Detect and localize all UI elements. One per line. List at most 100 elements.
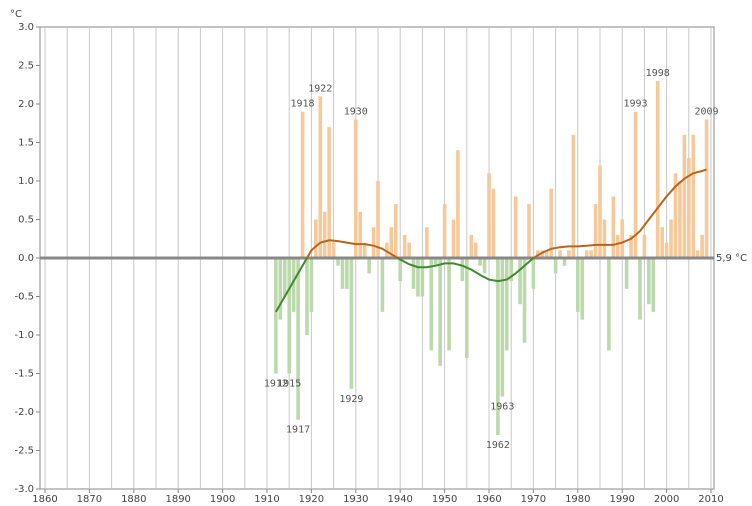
bar	[314, 219, 318, 258]
bar	[371, 227, 376, 258]
bar	[309, 258, 314, 312]
x-tick-label: 1860	[32, 494, 57, 505]
bar	[345, 258, 349, 289]
y-tick-label: 1.5	[18, 138, 34, 149]
y-tick-label: -2.5	[14, 446, 34, 457]
bar	[340, 258, 345, 289]
x-tick-label: 2000	[654, 494, 679, 505]
annotation: 1993	[623, 99, 647, 110]
bar	[576, 258, 580, 312]
bar	[336, 258, 340, 266]
annotation: 1915	[277, 379, 301, 390]
annotation: 1962	[486, 440, 510, 451]
bar	[700, 234, 704, 258]
bar	[500, 258, 505, 397]
bar	[407, 242, 411, 258]
annotation: 1930	[344, 106, 368, 117]
bar	[482, 258, 487, 274]
bar	[695, 250, 700, 258]
bar	[469, 234, 474, 258]
x-tick-label: 1870	[77, 494, 102, 505]
bar	[398, 258, 402, 282]
bar	[300, 111, 305, 258]
bar	[589, 250, 593, 258]
bar	[544, 250, 549, 258]
y-tick-label: -1.0	[14, 330, 34, 341]
trend-line	[275, 258, 536, 313]
bar	[558, 250, 562, 258]
bar	[527, 204, 531, 258]
bar	[447, 258, 451, 351]
bar	[655, 80, 660, 259]
y-unit: °C	[10, 9, 22, 20]
bar	[669, 219, 673, 258]
bar	[615, 234, 620, 258]
bar	[354, 119, 358, 259]
x-tick-label: 1930	[343, 494, 368, 505]
baseline-label: 5,9 °C	[716, 253, 747, 264]
bar	[291, 258, 296, 312]
x-tick-label: 1940	[387, 494, 412, 505]
bar	[522, 258, 527, 343]
bar	[584, 250, 589, 258]
bar	[682, 134, 687, 258]
y-tick-label: -3.0	[14, 484, 34, 495]
bar	[611, 196, 616, 258]
bar	[678, 181, 682, 258]
annotation: 1917	[286, 425, 310, 436]
bar	[571, 134, 576, 258]
bar	[620, 219, 624, 258]
bar	[687, 157, 691, 258]
annotation: 1963	[490, 402, 514, 413]
bar	[651, 258, 656, 312]
bar	[389, 227, 394, 258]
bar	[602, 219, 607, 258]
bar	[296, 258, 300, 420]
x-tick-label: 1900	[210, 494, 235, 505]
bar	[567, 250, 571, 258]
bar	[531, 258, 536, 289]
bar	[327, 127, 331, 258]
bar	[633, 111, 638, 258]
bar	[553, 258, 558, 274]
bar	[473, 242, 478, 258]
x-tick-label: 1970	[521, 494, 546, 505]
x-tick-label: 1950	[432, 494, 457, 505]
annotation: 1922	[308, 83, 332, 94]
annotation: 1912	[264, 379, 288, 390]
bar	[504, 258, 509, 351]
bar	[540, 250, 545, 258]
bar	[465, 258, 469, 359]
bar	[629, 234, 633, 258]
bar	[691, 134, 696, 258]
bar	[425, 227, 429, 258]
bar	[305, 258, 309, 335]
bar	[376, 181, 380, 258]
x-tick-label: 1880	[121, 494, 146, 505]
bar	[380, 258, 385, 312]
bar	[607, 258, 611, 351]
x-tick-label: 1920	[299, 494, 324, 505]
bar	[478, 258, 482, 266]
bar	[647, 258, 651, 305]
y-tick-label: 2.5	[18, 61, 34, 72]
bar	[562, 258, 567, 266]
annotation: 1998	[646, 68, 670, 79]
y-tick-label: -0.5	[14, 292, 34, 303]
bar	[518, 258, 522, 305]
annotation: 2009	[695, 106, 719, 117]
bar	[664, 242, 669, 258]
x-tick-label: 1990	[609, 494, 634, 505]
bar	[704, 119, 709, 259]
x-tick-label: 1890	[165, 494, 190, 505]
bar	[411, 258, 416, 289]
bar	[358, 211, 363, 258]
bar	[287, 258, 291, 374]
bar	[496, 258, 500, 436]
bar	[660, 227, 664, 258]
trend-line	[305, 168, 707, 258]
x-tick-label: 1980	[565, 494, 590, 505]
bar	[393, 204, 398, 258]
bar	[331, 242, 336, 258]
bar	[442, 204, 447, 258]
